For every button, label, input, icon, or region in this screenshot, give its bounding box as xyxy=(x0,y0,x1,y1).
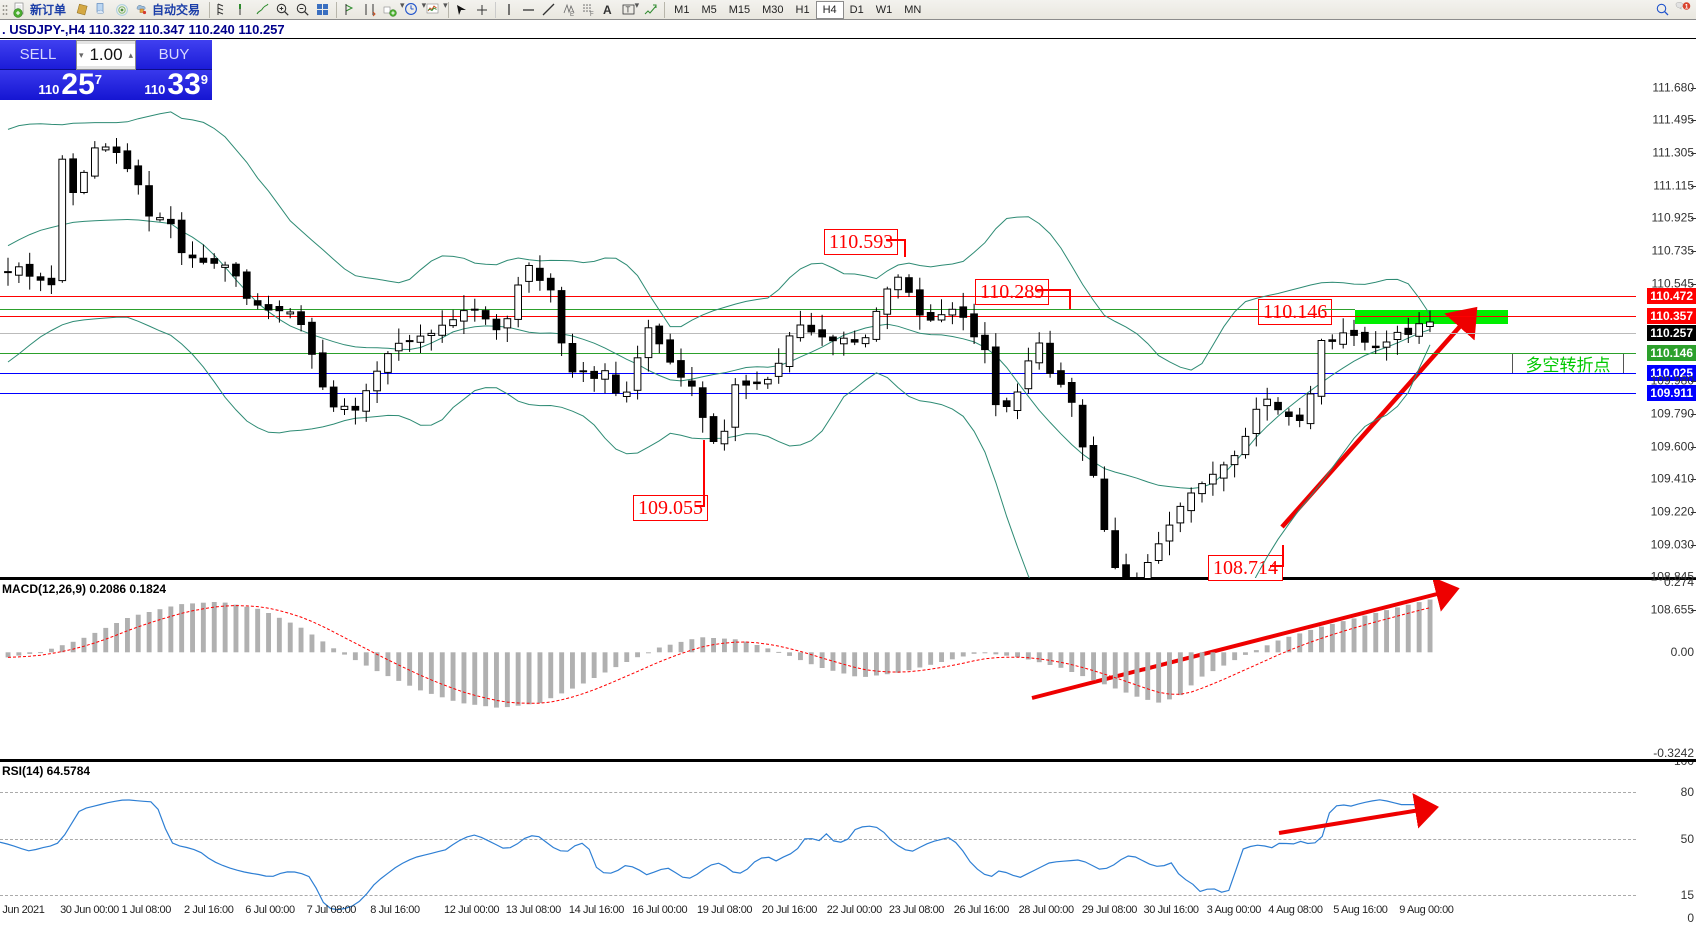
svg-text:1: 1 xyxy=(1685,3,1689,10)
svg-text:E: E xyxy=(570,12,574,18)
svg-text:A: A xyxy=(603,3,612,17)
svg-text:T: T xyxy=(625,5,630,14)
svg-text:F: F xyxy=(590,12,594,18)
